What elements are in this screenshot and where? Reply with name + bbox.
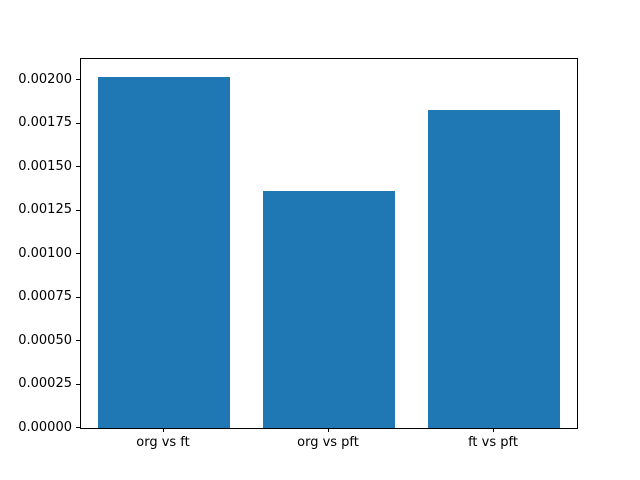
ytick-mark [76, 384, 80, 385]
ytick-mark [76, 79, 80, 80]
bar [262, 191, 396, 428]
xtick-mark [493, 428, 494, 432]
xtick-mark [328, 428, 329, 432]
xtick-label: ft vs pft [468, 435, 518, 450]
xtick-label: org vs pft [297, 435, 359, 450]
ytick-label: 0.00175 [18, 115, 72, 130]
bar [97, 76, 230, 428]
ytick-mark [76, 210, 80, 211]
ytick-mark [76, 253, 80, 254]
ytick-mark [76, 166, 80, 167]
ytick-mark [76, 340, 80, 341]
ytick-label: 0.00050 [18, 333, 72, 348]
plot-area [80, 58, 578, 429]
ytick-label: 0.00000 [18, 420, 72, 435]
ytick-label: 0.00125 [18, 202, 72, 217]
xtick-label: org vs ft [136, 435, 190, 450]
ytick-mark [76, 123, 80, 124]
bar [428, 109, 561, 428]
ytick-mark [76, 297, 80, 298]
ytick-label: 0.00075 [18, 289, 72, 304]
xtick-mark [163, 428, 164, 432]
ytick-mark [76, 427, 80, 428]
ytick-label: 0.00150 [18, 159, 72, 174]
ytick-label: 0.00100 [18, 246, 72, 261]
ytick-label: 0.00025 [18, 376, 72, 391]
ytick-label: 0.00200 [18, 72, 72, 87]
